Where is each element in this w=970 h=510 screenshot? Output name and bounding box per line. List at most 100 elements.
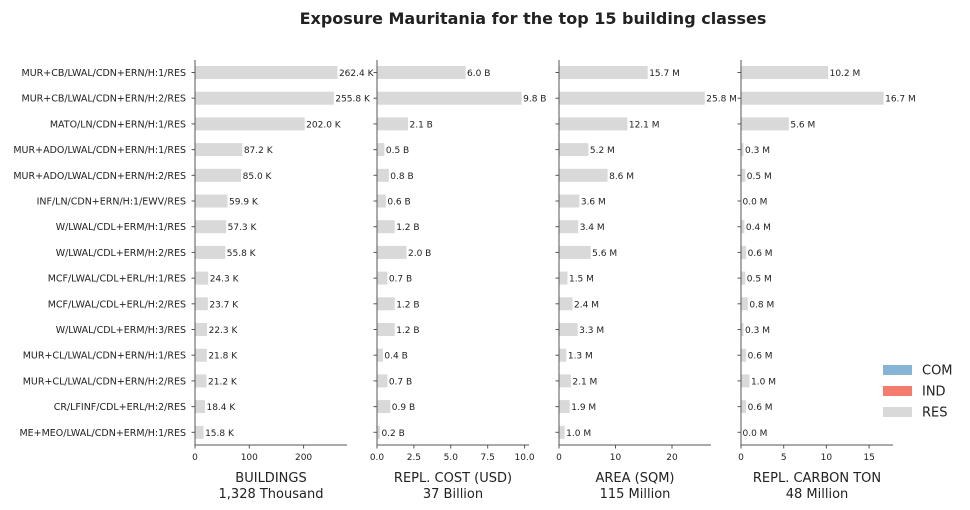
category-label: W/LWAL/CDL+ERM/H:2/RES	[56, 248, 186, 259]
panel-total-label: 115 Million	[600, 487, 671, 502]
bar	[377, 271, 388, 285]
category-label: MUR+ADO/LWAL/CDN+ERN/H:1/RES	[13, 145, 186, 156]
bar	[559, 66, 648, 79]
bar-value-label: 25.8 M	[706, 95, 737, 105]
bar-value-label: 9.8 B	[523, 95, 546, 105]
legend-label: IND	[922, 385, 946, 400]
bar-value-label: 57.3 K	[228, 223, 258, 233]
bar-value-label: 21.2 K	[208, 377, 238, 387]
bar-value-label: 255.8 K	[335, 95, 371, 105]
x-tick-label: 2.5	[407, 453, 421, 463]
bar-value-label: 1.9 M	[571, 403, 596, 413]
legend-label: COM	[922, 364, 953, 379]
bar-value-label: 55.8 K	[227, 249, 257, 259]
bar	[741, 245, 747, 259]
x-tick-label: 20	[666, 453, 678, 463]
category-label: W/LWAL/CDL+ERM/H:3/RES	[56, 325, 186, 336]
category-label: W/LWAL/CDL+ERM/H:1/RES	[56, 222, 186, 233]
bar	[377, 66, 466, 79]
bar-value-label: 0.4 M	[746, 223, 771, 233]
bar	[559, 271, 568, 285]
category-label: CR/LFINF/CDL+ERL/H:2/RES	[54, 402, 186, 413]
category-label: MATO/LN/CDN+ERN/H:1/RES	[50, 119, 186, 130]
bar-value-label: 12.1 M	[629, 120, 660, 130]
x-tick-label: 7.5	[481, 453, 495, 463]
bar	[195, 374, 207, 388]
bar-value-label: 0.3 M	[745, 146, 770, 156]
x-tick-label: 10	[610, 453, 622, 463]
bar	[741, 66, 829, 79]
bar-value-label: 5.2 M	[590, 146, 615, 156]
bar	[559, 220, 579, 234]
bar	[195, 168, 242, 182]
bar	[377, 220, 395, 234]
x-tick-label: 200	[295, 453, 312, 463]
bar	[741, 297, 748, 311]
bar	[195, 91, 334, 105]
category-label: MCF/LWAL/CDL+ERL/H:1/RES	[48, 274, 186, 285]
bar	[195, 117, 305, 131]
x-tick-label: 5	[781, 453, 787, 463]
panel-total-label: 48 Million	[786, 487, 849, 502]
bar	[741, 374, 750, 388]
bar	[377, 168, 389, 182]
x-axis-label: REPL. CARBON TON	[753, 471, 881, 486]
bar	[741, 168, 746, 182]
bar-value-label: 0.5 B	[386, 146, 409, 156]
bar	[377, 91, 522, 105]
category-label: ME+MEO/LWAL/CDN+ERM/H:1/RES	[19, 428, 186, 439]
bar	[559, 400, 570, 414]
bar-value-label: 24.3 K	[210, 275, 240, 285]
bar-value-label: 0.0 M	[743, 198, 768, 208]
bar-value-label: 15.8 K	[205, 429, 235, 439]
bar-value-label: 23.7 K	[209, 300, 239, 310]
bar	[377, 117, 408, 131]
bar-value-label: 0.7 B	[389, 377, 412, 387]
bar-value-label: 18.4 K	[206, 403, 236, 413]
x-tick-label: 5.0	[444, 453, 459, 463]
bar-value-label: 1.5 M	[569, 275, 594, 285]
bar-value-label: 2.0 B	[408, 249, 431, 259]
category-label: MUR+CB/LWAL/CDN+ERN/H:1/RES	[22, 68, 187, 79]
x-tick-label: 0.0	[370, 453, 385, 463]
bar	[195, 143, 243, 157]
bar	[195, 323, 208, 336]
bar	[195, 220, 227, 234]
bar-value-label: 15.7 M	[649, 69, 680, 79]
x-axis-label: AREA (SQM)	[595, 471, 674, 486]
bar-value-label: 1.0 M	[566, 429, 591, 439]
bar	[559, 425, 565, 439]
category-label: MUR+CB/LWAL/CDN+ERN/H:2/RES	[22, 94, 187, 105]
bar	[195, 400, 205, 414]
bar-value-label: 3.6 M	[581, 198, 606, 208]
bar	[559, 194, 580, 208]
panel-3: 15.7 M 25.8 M 12.1 M 5.2 M 8.6 M 3.6 M 3.4 M 5.…	[555, 60, 737, 502]
x-tick-label: 0	[556, 453, 562, 463]
legend: COM IND RES	[883, 364, 953, 421]
bar	[377, 374, 388, 388]
bar-value-label: 0.6 M	[748, 403, 773, 413]
bar	[377, 400, 391, 414]
bar	[559, 374, 571, 388]
x-tick-label: 15	[863, 453, 874, 463]
bar	[377, 323, 395, 336]
bar	[559, 323, 578, 336]
bar	[559, 117, 628, 131]
bar-value-label: 10.2 M	[830, 69, 861, 79]
bar-value-label: 8.6 M	[609, 172, 634, 182]
bar-value-label: 5.6 M	[592, 249, 617, 259]
bar-value-label: 1.2 B	[396, 326, 419, 336]
legend-label: RES	[922, 406, 948, 421]
panel-2: 6.0 B 9.8 B 2.1 B 0.5 B 0.8 B 0.6 B 1.2 B 2.0 B…	[370, 60, 546, 502]
bar	[741, 400, 747, 414]
bar	[195, 194, 228, 208]
bar-value-label: 21.8 K	[208, 352, 238, 362]
panel-total-label: 37 Billion	[423, 487, 483, 502]
category-label: INF/LN/CDN+ERN/H:1/EWV/RES	[37, 197, 186, 208]
category-label: MUR+CL/LWAL/CDN+ERN/H:1/RES	[23, 351, 186, 362]
bar-value-label: 0.6 B	[387, 198, 410, 208]
bar-value-label: 1.3 M	[568, 352, 593, 362]
bar-value-label: 2.1 B	[409, 120, 432, 130]
bar-value-label: 16.7 M	[885, 95, 916, 105]
bar	[377, 297, 395, 311]
